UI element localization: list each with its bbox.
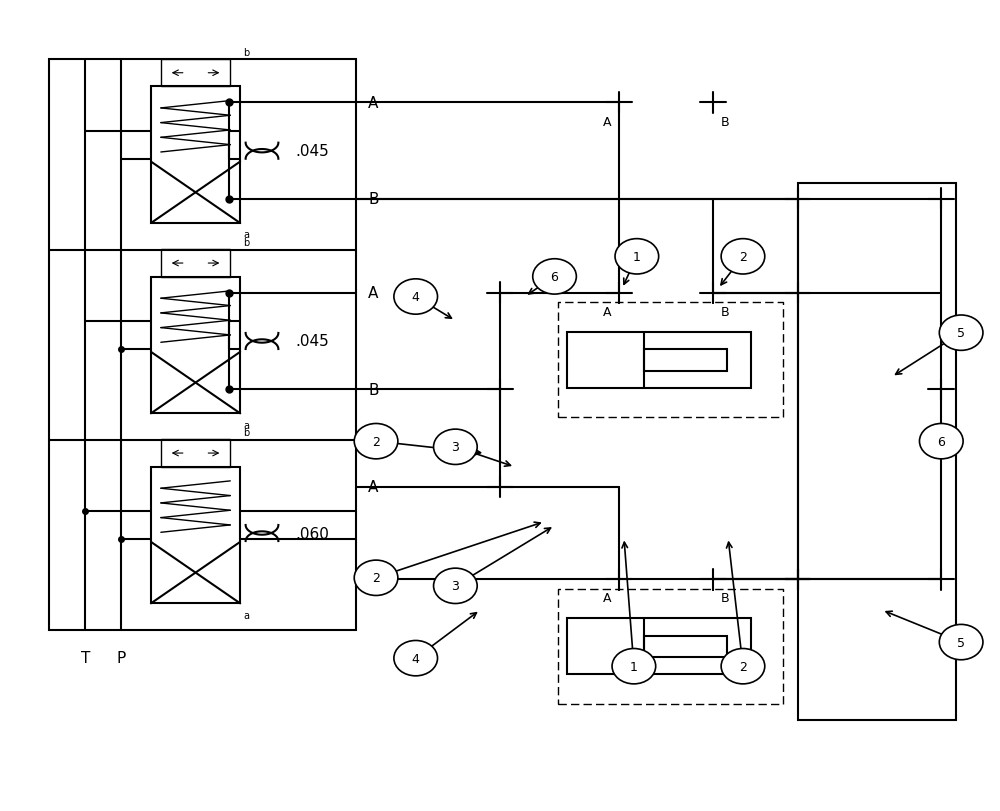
- Text: .045: .045: [296, 334, 329, 349]
- Text: B: B: [721, 306, 729, 319]
- Text: B: B: [368, 382, 379, 397]
- Text: 3: 3: [451, 440, 459, 453]
- Text: B: B: [721, 591, 729, 604]
- Circle shape: [394, 280, 438, 315]
- Text: B: B: [368, 572, 379, 587]
- Circle shape: [919, 424, 963, 459]
- Text: A: A: [603, 591, 611, 604]
- Circle shape: [533, 260, 576, 294]
- Circle shape: [615, 239, 659, 275]
- Text: 3: 3: [451, 580, 459, 593]
- Text: T: T: [81, 650, 90, 665]
- Bar: [567, 333, 751, 388]
- Circle shape: [394, 641, 438, 676]
- Text: 2: 2: [739, 251, 747, 264]
- Text: P: P: [117, 650, 126, 665]
- Circle shape: [354, 424, 398, 459]
- Text: 4: 4: [412, 290, 420, 303]
- Text: .045: .045: [296, 144, 329, 159]
- Bar: [798, 183, 956, 720]
- Text: A: A: [368, 480, 378, 495]
- Text: A: A: [603, 306, 611, 319]
- Bar: [644, 350, 727, 371]
- Bar: [49, 60, 356, 630]
- Text: 5: 5: [957, 327, 965, 340]
- Circle shape: [612, 649, 656, 684]
- Text: .060: .060: [296, 526, 330, 541]
- Text: 2: 2: [372, 572, 380, 585]
- Text: 2: 2: [372, 436, 380, 448]
- Bar: [567, 619, 751, 675]
- Circle shape: [434, 569, 477, 603]
- Text: b: b: [243, 427, 249, 437]
- Text: A: A: [368, 286, 378, 301]
- Bar: [151, 277, 240, 414]
- Bar: [151, 88, 240, 224]
- Text: 5: 5: [957, 636, 965, 649]
- Bar: [161, 250, 230, 277]
- Text: 1: 1: [633, 251, 641, 264]
- Text: A: A: [368, 96, 378, 111]
- Circle shape: [721, 239, 765, 275]
- Text: A: A: [603, 115, 611, 128]
- Circle shape: [939, 315, 983, 351]
- Bar: [161, 440, 230, 467]
- Text: 6: 6: [551, 271, 558, 284]
- Circle shape: [434, 430, 477, 465]
- Circle shape: [939, 624, 983, 660]
- Text: b: b: [243, 238, 249, 247]
- Text: a: a: [243, 610, 249, 620]
- Bar: [161, 60, 230, 88]
- Text: 2: 2: [739, 660, 747, 673]
- Text: 1: 1: [630, 660, 638, 673]
- Text: a: a: [243, 420, 249, 430]
- Circle shape: [721, 649, 765, 684]
- Text: B: B: [368, 192, 379, 207]
- Bar: [644, 636, 727, 657]
- Text: b: b: [243, 48, 249, 58]
- Circle shape: [354, 560, 398, 596]
- Text: a: a: [243, 230, 249, 240]
- Text: 4: 4: [412, 652, 420, 665]
- Bar: [151, 467, 240, 603]
- Text: 6: 6: [937, 436, 945, 448]
- Text: B: B: [721, 115, 729, 128]
